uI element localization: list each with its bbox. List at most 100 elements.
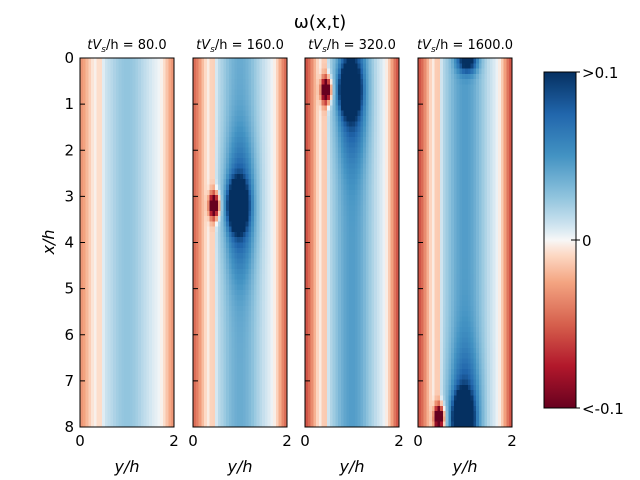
- heatmap-cell: [253, 316, 257, 322]
- heatmap-cell: [102, 131, 106, 138]
- heatmap-cell: [171, 421, 175, 428]
- heatmap-cell: [93, 374, 97, 380]
- heatmap-cell: [121, 332, 125, 338]
- heatmap-cell: [138, 110, 142, 117]
- heatmap-cell: [146, 289, 150, 296]
- heatmap-cell: [245, 205, 249, 212]
- heatmap-cell: [132, 337, 136, 344]
- heatmap-cell: [217, 126, 222, 133]
- heatmap-cell: [110, 173, 114, 180]
- heatmap-cell: [204, 374, 208, 380]
- heatmap-cell: [201, 115, 205, 122]
- heatmap-cell: [248, 353, 252, 359]
- heatmap-cell: [171, 226, 175, 233]
- heatmap-cell: [80, 274, 84, 280]
- heatmap-cell: [162, 416, 167, 423]
- heatmap-cell: [146, 321, 150, 328]
- heatmap-cell: [281, 274, 285, 280]
- heatmap-cell: [171, 79, 175, 85]
- heatmap-cell: [226, 115, 230, 122]
- heatmap-cell: [124, 395, 128, 402]
- heatmap-cell: [256, 179, 260, 185]
- heatmap-cell: [129, 205, 133, 212]
- heatmap-cell: [273, 390, 277, 396]
- heatmap-cell: [275, 137, 280, 143]
- heatmap-cell: [82, 253, 86, 259]
- heatmap-cell: [212, 115, 216, 122]
- heatmap-cell: [226, 242, 230, 249]
- heatmap-cell: [157, 226, 161, 233]
- heatmap-cell: [102, 411, 106, 417]
- heatmap-cell: [88, 416, 92, 423]
- heatmap-cell: [284, 110, 288, 117]
- heatmap-cell: [160, 142, 164, 149]
- heatmap-cell: [127, 390, 131, 396]
- heatmap-cell: [118, 247, 122, 254]
- heatmap-cell: [162, 63, 167, 69]
- heatmap-cell: [165, 58, 169, 64]
- heatmap-cell: [220, 284, 224, 291]
- heatmap-cell: [204, 231, 208, 238]
- heatmap-cell: [253, 421, 257, 428]
- heatmap-cell: [349, 73, 353, 80]
- heatmap-cell: [138, 173, 142, 180]
- heatmap-cell: [151, 63, 156, 69]
- heatmap-cell: [107, 395, 111, 402]
- heatmap-cell: [275, 231, 280, 238]
- heatmap-cell: [198, 337, 202, 344]
- heatmap-cell: [127, 226, 131, 233]
- heatmap-cell: [251, 163, 255, 170]
- heatmap-cell: [165, 253, 169, 259]
- heatmap-cell: [132, 58, 136, 64]
- heatmap-cell: [151, 384, 156, 391]
- heatmap-cell: [162, 379, 167, 386]
- heatmap-cell: [278, 384, 282, 391]
- heatmap-cell: [278, 247, 282, 254]
- heatmap-cell: [110, 200, 114, 206]
- heatmap-cell: [237, 242, 241, 249]
- heatmap-cell: [171, 416, 175, 423]
- heatmap-cell: [248, 363, 252, 370]
- heatmap-cell: [160, 332, 164, 338]
- heatmap-cell: [267, 121, 271, 127]
- heatmap-cell: [278, 405, 282, 412]
- heatmap-cell: [80, 131, 84, 138]
- heatmap-cell: [135, 384, 139, 391]
- heatmap-cell: [253, 110, 257, 117]
- heatmap-cell: [143, 258, 147, 264]
- heatmap-cell: [217, 300, 222, 307]
- heatmap-cell: [340, 79, 345, 85]
- heatmap-cell: [88, 189, 92, 196]
- heatmap-cell: [193, 247, 197, 254]
- heatmap-cell: [228, 253, 233, 259]
- heatmap-cell: [165, 68, 169, 75]
- heatmap-cell: [99, 142, 103, 149]
- heatmap-cell: [143, 121, 147, 127]
- heatmap-cell: [206, 347, 210, 354]
- heatmap-cell: [267, 89, 271, 96]
- heatmap-cell: [204, 126, 208, 133]
- heatmap-cell: [149, 258, 153, 264]
- heatmap-cell: [157, 79, 161, 85]
- heatmap-cell: [168, 384, 172, 391]
- heatmap-cell: [256, 200, 260, 206]
- heatmap-cell: [262, 379, 266, 386]
- heatmap-cell: [146, 173, 150, 180]
- heatmap-cell: [281, 358, 285, 365]
- heatmap-cell: [267, 253, 271, 259]
- heatmap-cell: [223, 421, 227, 428]
- heatmap-cell: [374, 73, 378, 80]
- heatmap-cell: [82, 237, 86, 243]
- heatmap-cell: [104, 84, 109, 91]
- heatmap-cell: [259, 168, 263, 175]
- heatmap-cell: [113, 311, 117, 317]
- heatmap-cell: [154, 89, 158, 96]
- heatmap-cell: [91, 411, 95, 417]
- heatmap-cell: [284, 405, 288, 412]
- heatmap-cell: [264, 421, 269, 428]
- heatmap-cell: [168, 221, 172, 228]
- heatmap-cell: [121, 100, 125, 106]
- heatmap-cell: [195, 347, 199, 354]
- heatmap-cell: [253, 295, 257, 301]
- heatmap-cell: [198, 63, 202, 69]
